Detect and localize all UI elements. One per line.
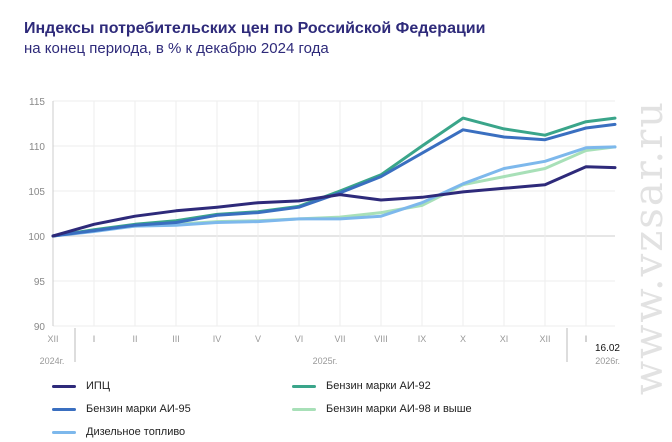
data-point — [461, 128, 465, 131]
year-label: 2025г. — [313, 356, 338, 366]
legend-label: Дизельное топливо — [86, 426, 186, 438]
data-point — [584, 149, 588, 152]
data-point — [543, 183, 547, 186]
chart-title: Индексы потребительских цен по Российско… — [24, 20, 486, 37]
data-point — [215, 214, 219, 217]
data-point — [92, 223, 96, 226]
y-tick-label: 90 — [34, 322, 46, 333]
data-point — [543, 167, 547, 170]
data-point — [379, 211, 383, 214]
data-point — [461, 182, 465, 185]
data-point — [215, 221, 219, 224]
data-point — [420, 201, 424, 204]
data-point — [502, 175, 506, 178]
data-point — [297, 217, 301, 221]
data-point — [461, 190, 465, 194]
x-tick-label: VIII — [374, 334, 388, 344]
legend-swatch — [52, 384, 76, 388]
year-label: 2024г. — [40, 356, 65, 366]
legend-label: ИПЦ — [86, 380, 110, 392]
legend-swatch — [52, 407, 76, 411]
y-tick-label: 95 — [34, 277, 46, 288]
x-tick-label: I — [585, 334, 588, 344]
legend-item: Бензин марки АИ-92 — [292, 380, 431, 392]
y-tick-label: 115 — [29, 97, 45, 108]
data-point — [256, 211, 260, 214]
data-point — [613, 166, 617, 169]
data-point — [256, 201, 260, 204]
data-point — [420, 196, 424, 199]
data-point — [543, 138, 547, 141]
x-tick-label: V — [255, 334, 261, 344]
legend-swatch — [52, 430, 76, 434]
legend-item: ИПЦ — [52, 380, 110, 392]
data-point — [502, 127, 506, 131]
data-point — [543, 160, 547, 163]
data-point — [256, 220, 260, 223]
data-point — [420, 152, 424, 155]
data-point — [133, 215, 137, 218]
legend-item: Дизельное топливо — [52, 426, 185, 438]
data-point — [584, 165, 588, 168]
data-point — [51, 234, 55, 238]
data-point — [613, 123, 617, 126]
data-point — [174, 224, 178, 227]
x-tick-label: X — [460, 334, 466, 344]
x-tick-label: I — [93, 334, 96, 344]
x-tick-label: VI — [295, 334, 304, 344]
data-point — [297, 206, 301, 209]
legend-label: Бензин марки АИ-95 — [86, 403, 191, 415]
y-tick-label: 100 — [28, 232, 45, 243]
data-point — [584, 146, 588, 149]
data-point — [613, 116, 617, 120]
x-tick-label: III — [172, 334, 180, 344]
x-tick-label: XII — [539, 334, 550, 344]
data-point — [133, 224, 137, 227]
legend-label: Бензин марки АИ-98 и выше — [326, 403, 472, 415]
data-point — [174, 209, 178, 212]
y-tick-label: 110 — [29, 142, 45, 153]
chart-subtitle: на конец периода, в % к декабрю 2024 год… — [24, 40, 329, 57]
data-point — [502, 135, 506, 139]
data-point — [379, 215, 383, 218]
x-tick-label: XII — [47, 334, 58, 344]
data-point — [543, 134, 547, 137]
data-point — [502, 167, 506, 170]
legend-swatch — [292, 407, 316, 411]
x-tick-label: 16.02 — [595, 343, 620, 354]
x-tick-label: IX — [418, 334, 427, 344]
data-point — [584, 126, 588, 130]
data-point — [92, 229, 96, 232]
data-point — [215, 206, 219, 209]
data-point — [502, 187, 506, 190]
data-point — [379, 175, 383, 178]
data-point — [461, 116, 465, 120]
y-tick-label: 105 — [28, 187, 45, 198]
data-point — [420, 204, 424, 207]
legend-item: Бензин марки АИ-98 и выше — [292, 403, 472, 415]
data-point — [379, 198, 383, 202]
data-point — [338, 217, 342, 221]
legend-item: Бензин марки АИ-95 — [52, 403, 191, 415]
data-point — [613, 145, 617, 149]
legend-swatch — [292, 384, 316, 388]
data-point — [174, 221, 178, 224]
x-tick-label: XI — [500, 334, 509, 344]
data-point — [338, 193, 342, 196]
x-tick-label: VII — [334, 334, 345, 344]
data-point — [420, 144, 424, 148]
data-point — [297, 199, 301, 203]
data-point — [584, 120, 588, 123]
legend-label: Бензин марки АИ-92 — [326, 380, 431, 392]
x-tick-label: IV — [213, 334, 222, 344]
year-label: 2026г. — [595, 356, 620, 366]
x-tick-label: II — [132, 334, 137, 344]
